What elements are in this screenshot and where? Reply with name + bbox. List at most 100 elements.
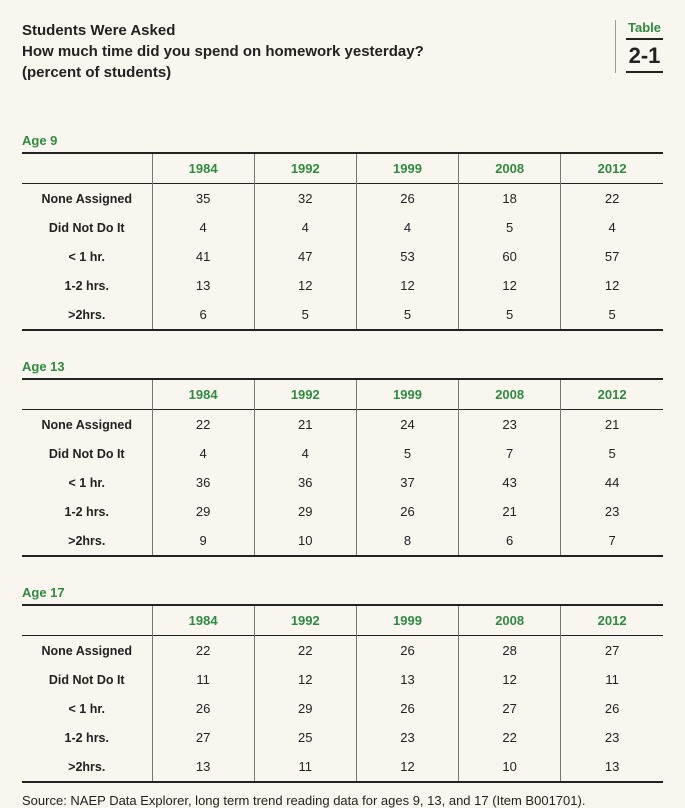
data-cell: 26 bbox=[561, 694, 663, 723]
column-header-year: 1999 bbox=[356, 605, 458, 636]
data-cell: 7 bbox=[459, 439, 561, 468]
data-cell: 11 bbox=[254, 752, 356, 782]
tables-container: Age 919841992199920082012None Assigned35… bbox=[22, 133, 663, 783]
data-cell: 25 bbox=[254, 723, 356, 752]
title-block: Students Were Asked How much time did yo… bbox=[22, 20, 605, 83]
table-row: None Assigned2221242321 bbox=[22, 410, 663, 440]
row-header: Did Not Do It bbox=[22, 665, 152, 694]
data-cell: 5 bbox=[356, 439, 458, 468]
column-header-year: 2008 bbox=[459, 379, 561, 410]
data-cell: 47 bbox=[254, 242, 356, 271]
row-header: < 1 hr. bbox=[22, 468, 152, 497]
data-cell: 10 bbox=[459, 752, 561, 782]
table-number-box: Table 2-1 bbox=[615, 20, 663, 73]
data-cell: 27 bbox=[459, 694, 561, 723]
data-cell: 27 bbox=[561, 636, 663, 666]
data-cell: 24 bbox=[356, 410, 458, 440]
row-header: 1-2 hrs. bbox=[22, 271, 152, 300]
age-section: Age 1719841992199920082012None Assigned2… bbox=[22, 585, 663, 783]
data-cell: 11 bbox=[561, 665, 663, 694]
data-cell: 12 bbox=[459, 665, 561, 694]
data-cell: 23 bbox=[561, 497, 663, 526]
data-cell: 5 bbox=[254, 300, 356, 330]
table-row: Did Not Do It44575 bbox=[22, 439, 663, 468]
row-header: >2hrs. bbox=[22, 300, 152, 330]
data-cell: 26 bbox=[356, 184, 458, 214]
data-cell: 13 bbox=[152, 752, 254, 782]
data-cell: 5 bbox=[561, 300, 663, 330]
data-cell: 4 bbox=[561, 213, 663, 242]
title-line2: How much time did you spend on homework … bbox=[22, 41, 605, 62]
data-cell: 13 bbox=[152, 271, 254, 300]
data-cell: 18 bbox=[459, 184, 561, 214]
data-cell: 26 bbox=[356, 636, 458, 666]
data-cell: 22 bbox=[152, 636, 254, 666]
column-header-year: 2012 bbox=[561, 379, 663, 410]
data-cell: 9 bbox=[152, 526, 254, 556]
data-cell: 57 bbox=[561, 242, 663, 271]
source-note: Source: NAEP Data Explorer, long term tr… bbox=[22, 793, 663, 808]
row-header: < 1 hr. bbox=[22, 694, 152, 723]
data-cell: 26 bbox=[152, 694, 254, 723]
data-cell: 11 bbox=[152, 665, 254, 694]
data-cell: 12 bbox=[254, 271, 356, 300]
data-cell: 6 bbox=[152, 300, 254, 330]
row-header: >2hrs. bbox=[22, 752, 152, 782]
data-cell: 10 bbox=[254, 526, 356, 556]
column-header-year: 2008 bbox=[459, 153, 561, 184]
column-header-blank bbox=[22, 153, 152, 184]
data-cell: 23 bbox=[356, 723, 458, 752]
data-cell: 12 bbox=[459, 271, 561, 300]
row-header: Did Not Do It bbox=[22, 213, 152, 242]
data-cell: 7 bbox=[561, 526, 663, 556]
row-header: < 1 hr. bbox=[22, 242, 152, 271]
row-header: None Assigned bbox=[22, 410, 152, 440]
data-cell: 5 bbox=[356, 300, 458, 330]
data-cell: 60 bbox=[459, 242, 561, 271]
data-cell: 13 bbox=[561, 752, 663, 782]
data-cell: 32 bbox=[254, 184, 356, 214]
table-label-text: Table bbox=[626, 20, 663, 40]
age-section: Age 1319841992199920082012None Assigned2… bbox=[22, 359, 663, 557]
data-cell: 37 bbox=[356, 468, 458, 497]
column-header-year: 1984 bbox=[152, 153, 254, 184]
data-cell: 4 bbox=[254, 439, 356, 468]
header-row: Students Were Asked How much time did yo… bbox=[22, 20, 663, 83]
data-cell: 26 bbox=[356, 497, 458, 526]
data-table: 19841992199920082012None Assigned3532261… bbox=[22, 152, 663, 331]
age-label: Age 9 bbox=[22, 133, 663, 148]
data-cell: 12 bbox=[254, 665, 356, 694]
data-cell: 29 bbox=[254, 694, 356, 723]
data-cell: 53 bbox=[356, 242, 458, 271]
age-label: Age 13 bbox=[22, 359, 663, 374]
data-cell: 27 bbox=[152, 723, 254, 752]
data-cell: 36 bbox=[254, 468, 356, 497]
column-header-blank bbox=[22, 605, 152, 636]
table-row: 1-2 hrs.2725232223 bbox=[22, 723, 663, 752]
data-table: 19841992199920082012None Assigned2222262… bbox=[22, 604, 663, 783]
table-number: 2-1 bbox=[626, 43, 663, 73]
data-cell: 43 bbox=[459, 468, 561, 497]
age-label: Age 17 bbox=[22, 585, 663, 600]
data-cell: 12 bbox=[356, 752, 458, 782]
data-cell: 35 bbox=[152, 184, 254, 214]
data-cell: 12 bbox=[356, 271, 458, 300]
table-row: Did Not Do It1112131211 bbox=[22, 665, 663, 694]
row-header: 1-2 hrs. bbox=[22, 723, 152, 752]
data-cell: 36 bbox=[152, 468, 254, 497]
title-line1: Students Were Asked bbox=[22, 20, 605, 41]
data-cell: 22 bbox=[561, 184, 663, 214]
table-row: None Assigned2222262827 bbox=[22, 636, 663, 666]
table-row: 1-2 hrs.1312121212 bbox=[22, 271, 663, 300]
column-header-blank bbox=[22, 379, 152, 410]
data-cell: 44 bbox=[561, 468, 663, 497]
title-line3: (percent of students) bbox=[22, 62, 605, 83]
table-row: >2hrs.1311121013 bbox=[22, 752, 663, 782]
row-header: Did Not Do It bbox=[22, 439, 152, 468]
data-cell: 5 bbox=[459, 300, 561, 330]
data-cell: 4 bbox=[152, 439, 254, 468]
column-header-year: 1992 bbox=[254, 379, 356, 410]
data-cell: 22 bbox=[459, 723, 561, 752]
table-row: None Assigned3532261822 bbox=[22, 184, 663, 214]
data-cell: 29 bbox=[152, 497, 254, 526]
